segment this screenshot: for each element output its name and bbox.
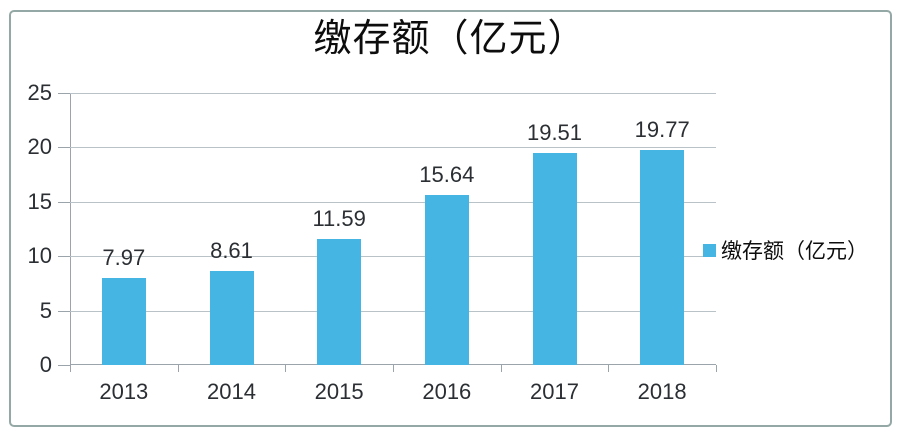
bar-value-label-2016: 15.64 [419, 161, 475, 187]
bar-value-label-2015: 11.59 [312, 205, 366, 231]
bar-2016 [424, 194, 469, 365]
plot-area [70, 93, 716, 365]
x-tick-5 [608, 365, 610, 372]
gridline-10 [70, 256, 716, 258]
gridline-25 [70, 93, 716, 94]
gridline-20 [70, 147, 716, 149]
x-category-label-2018: 2018 [637, 379, 687, 404]
y-tick-15 [58, 201, 70, 203]
x-tick-1 [177, 365, 179, 372]
y-tick-5 [58, 310, 70, 312]
y-tick-label-20: 20 [27, 134, 52, 160]
x-category-label-2017: 2017 [530, 379, 579, 404]
legend-swatch [703, 243, 716, 257]
legend-label: 缴存额（亿元） [721, 239, 868, 263]
x-axis-line [70, 364, 716, 365]
x-tick-2 [285, 365, 287, 372]
bar-value-label-2018: 19.77 [634, 116, 690, 142]
x-category-label-2013: 2013 [99, 379, 149, 404]
y-tick-0 [58, 365, 70, 366]
y-tick-10 [58, 256, 70, 258]
y-tick-label-25: 25 [27, 80, 52, 105]
bar-2013 [101, 278, 146, 365]
y-tick-label-10: 10 [27, 243, 52, 269]
x-tick-0 [70, 365, 71, 372]
x-tick-3 [393, 365, 394, 372]
x-tick-6 [716, 365, 717, 372]
bar-value-label-2014: 8.61 [210, 238, 253, 264]
gridline-15 [70, 201, 716, 203]
y-axis-line [70, 93, 71, 365]
x-tick-4 [500, 365, 502, 372]
gridline-5 [70, 310, 716, 312]
y-tick-20 [58, 147, 70, 149]
y-tick-label-15: 15 [27, 188, 52, 214]
bar-2015 [317, 238, 362, 365]
bar-2017 [532, 152, 577, 365]
bar-value-label-2017: 19.51 [526, 119, 583, 145]
y-tick-25 [58, 93, 70, 94]
y-tick-label-5: 5 [39, 297, 52, 323]
chart-title: 缴存额（亿元） [313, 16, 587, 60]
bar-value-label-2013: 7.97 [102, 245, 146, 271]
bar-2018 [640, 149, 685, 365]
legend: 缴存额（亿元） [703, 237, 868, 263]
y-tick-label-0: 0 [39, 352, 52, 377]
bar-2014 [209, 271, 254, 365]
x-category-label-2014: 2014 [207, 379, 256, 404]
x-category-label-2015: 2015 [314, 379, 364, 404]
x-category-label-2016: 2016 [422, 379, 472, 404]
